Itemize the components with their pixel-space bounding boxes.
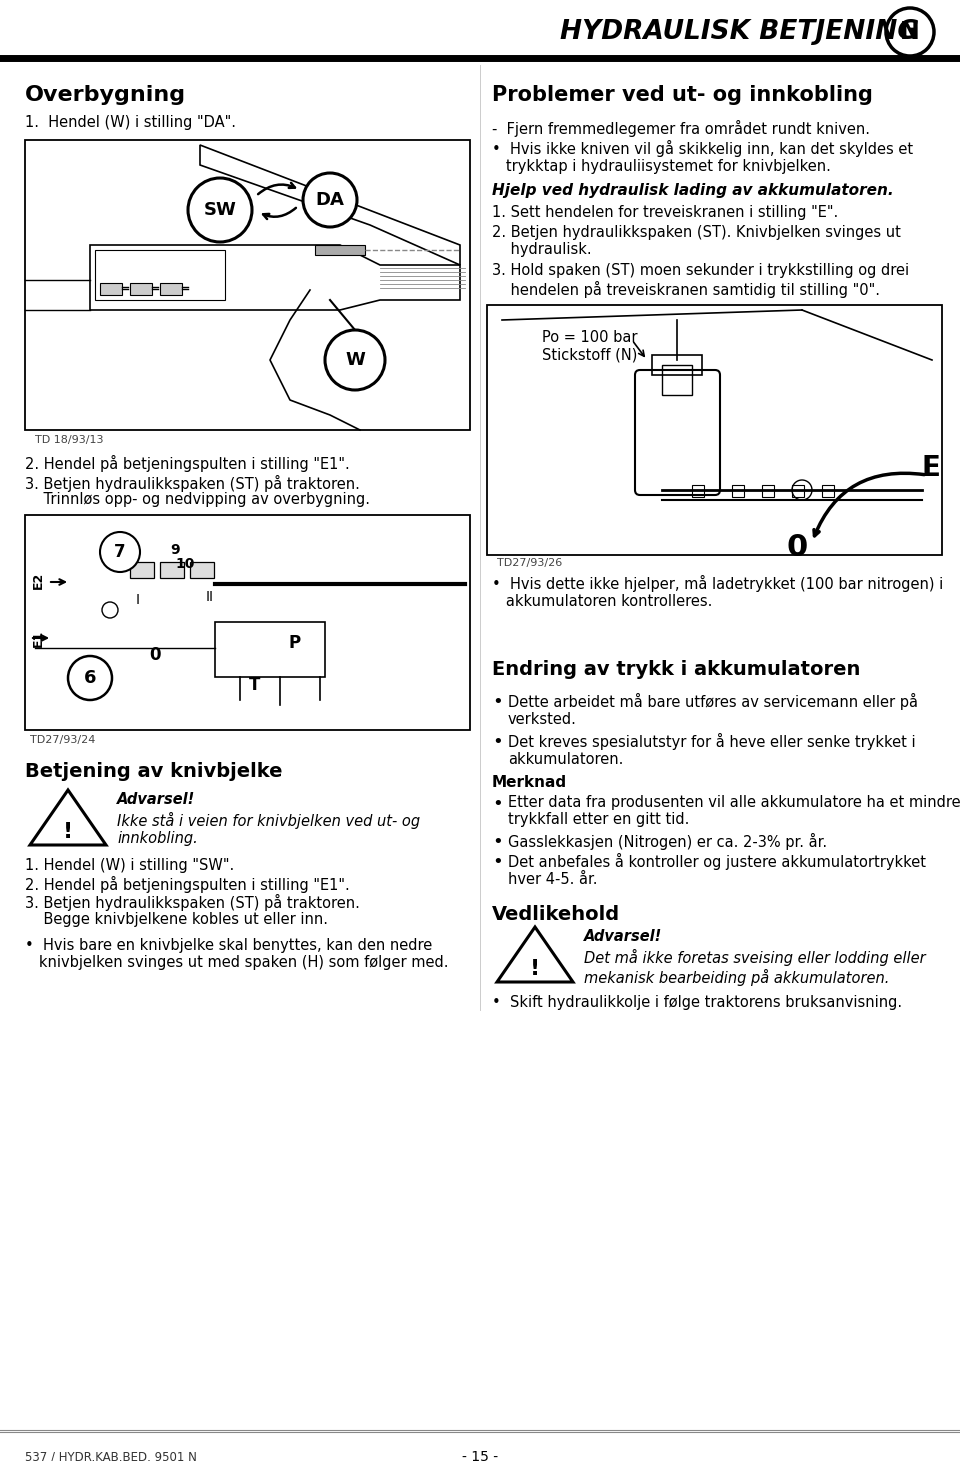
FancyBboxPatch shape: [100, 283, 122, 295]
Text: - 15 -: - 15 -: [462, 1449, 498, 1461]
Text: •  Hvis ikke kniven vil gå skikkelig inn, kan det skyldes et
   trykktap i hydra: • Hvis ikke kniven vil gå skikkelig inn,…: [492, 140, 913, 174]
Text: Ikke stå i veien for knivbjelken ved ut- og
innkobling.: Ikke stå i veien for knivbjelken ved ut-…: [117, 812, 420, 846]
Text: Trinnløs opp- og nedvipping av overbygning.: Trinnløs opp- og nedvipping av overbygni…: [25, 492, 370, 507]
Text: N: N: [900, 20, 920, 44]
Text: •  Hvis bare en knivbjelke skal benyttes, kan den nedre
   knivbjelken svinges u: • Hvis bare en knivbjelke skal benyttes,…: [25, 938, 448, 970]
Text: Po = 100 bar
Stickstoff (N): Po = 100 bar Stickstoff (N): [542, 330, 637, 362]
Text: P: P: [289, 634, 301, 652]
Text: TD27/93/26: TD27/93/26: [497, 558, 563, 568]
Text: W: W: [345, 351, 365, 370]
Text: •: •: [492, 795, 503, 812]
Text: •: •: [492, 853, 503, 871]
FancyBboxPatch shape: [160, 562, 184, 579]
Text: Advarsel!: Advarsel!: [117, 792, 195, 806]
Text: Dette arbeidet må bare utføres av servicemann eller på
verksted.: Dette arbeidet må bare utføres av servic…: [508, 693, 918, 728]
Text: E2: E2: [32, 571, 44, 589]
Text: Endring av trykk i akkumulatoren: Endring av trykk i akkumulatoren: [492, 660, 860, 679]
Text: 2. Betjen hydraulikkspaken (ST). Knivbjelken svinges ut
    hydraulisk.: 2. Betjen hydraulikkspaken (ST). Knivbje…: [492, 225, 900, 257]
Text: !: !: [63, 823, 73, 842]
FancyBboxPatch shape: [130, 562, 154, 579]
Polygon shape: [30, 790, 106, 844]
Text: Etter data fra produsenten vil alle akkumulatore ha et mindre
trykkfall etter en: Etter data fra produsenten vil alle akku…: [508, 795, 960, 827]
Text: Betjening av knivbjelke: Betjening av knivbjelke: [25, 763, 282, 782]
Text: Det kreves spesialutstyr for å heve eller senke trykket i
akkumulatoren.: Det kreves spesialutstyr for å heve elle…: [508, 733, 916, 767]
Text: HYDRAULISK BETJENING: HYDRAULISK BETJENING: [561, 19, 920, 45]
Text: 2. Hendel på betjeningspulten i stilling "E1".: 2. Hendel på betjeningspulten i stilling…: [25, 454, 349, 472]
Text: 3. Betjen hydraulikkspaken (ST) på traktoren.: 3. Betjen hydraulikkspaken (ST) på trakt…: [25, 894, 360, 912]
Circle shape: [102, 602, 118, 618]
Text: 0: 0: [149, 646, 160, 663]
Text: 0: 0: [786, 533, 807, 562]
Text: 1. Sett hendelen for treveiskranen i stilling "E".: 1. Sett hendelen for treveiskranen i sti…: [492, 205, 838, 221]
Text: •  Hvis dette ikke hjelper, må ladetrykket (100 bar nitrogen) i
   akkumulatoren: • Hvis dette ikke hjelper, må ladetrykke…: [492, 576, 944, 609]
Text: •: •: [492, 833, 503, 850]
Text: T: T: [250, 676, 261, 694]
Text: Vedlikehold: Vedlikehold: [492, 904, 620, 923]
Text: !: !: [530, 958, 540, 979]
Text: Problemer ved ut- og innkobling: Problemer ved ut- og innkobling: [492, 85, 873, 105]
Text: Begge knivbjelkene kobles ut eller inn.: Begge knivbjelkene kobles ut eller inn.: [25, 912, 328, 926]
Text: Overbygning: Overbygning: [25, 85, 186, 105]
Text: 9: 9: [170, 543, 180, 557]
Text: -  Fjern fremmedlegemer fra området rundt kniven.: - Fjern fremmedlegemer fra området rundt…: [492, 120, 870, 137]
Circle shape: [68, 656, 112, 700]
Text: •: •: [492, 733, 503, 751]
Text: II: II: [206, 590, 214, 603]
Text: •: •: [492, 693, 503, 712]
Circle shape: [100, 532, 140, 573]
FancyBboxPatch shape: [190, 562, 214, 579]
Circle shape: [325, 330, 385, 390]
Text: I: I: [136, 593, 140, 606]
Circle shape: [188, 178, 252, 243]
Text: Gasslekkasjen (Nitrogen) er ca. 2-3% pr. år.: Gasslekkasjen (Nitrogen) er ca. 2-3% pr.…: [508, 833, 828, 850]
Text: Merknad: Merknad: [492, 774, 567, 790]
Text: 6: 6: [84, 669, 96, 687]
Text: 3. Betjen hydraulikkspaken (ST) på traktoren.: 3. Betjen hydraulikkspaken (ST) på trakt…: [25, 475, 360, 492]
Text: TD27/93/24: TD27/93/24: [30, 735, 95, 745]
FancyBboxPatch shape: [160, 283, 182, 295]
Text: Hjelp ved hydraulisk lading av akkumulatoren.: Hjelp ved hydraulisk lading av akkumulat…: [492, 183, 894, 199]
Text: 10: 10: [176, 557, 195, 571]
Text: 1. Hendel (W) i stilling "SW".: 1. Hendel (W) i stilling "SW".: [25, 858, 234, 874]
Text: TD 18/93/13: TD 18/93/13: [35, 435, 104, 446]
Text: 537 / HYDR.KAB.BED. 9501 N: 537 / HYDR.KAB.BED. 9501 N: [25, 1449, 197, 1461]
Circle shape: [303, 172, 357, 226]
Polygon shape: [497, 926, 573, 982]
Text: •  Skift hydraulikkolje i følge traktorens bruksanvisning.: • Skift hydraulikkolje i følge traktoren…: [492, 995, 902, 1010]
Text: Det anbefales å kontroller og justere akkumulatortrykket
hver 4-5. år.: Det anbefales å kontroller og justere ak…: [508, 853, 926, 887]
Text: SW: SW: [204, 202, 236, 219]
FancyBboxPatch shape: [315, 245, 365, 256]
Text: E: E: [922, 454, 941, 482]
Text: DA: DA: [316, 191, 345, 209]
Text: Det må ikke foretas sveising eller lodding eller
mekanisk bearbeiding på akkumul: Det må ikke foretas sveising eller loddi…: [584, 950, 925, 986]
Text: E1: E1: [32, 630, 44, 647]
Text: 7: 7: [114, 543, 126, 561]
Text: 1.  Hendel (W) i stilling "DA".: 1. Hendel (W) i stilling "DA".: [25, 115, 236, 130]
Text: Advarsel!: Advarsel!: [584, 929, 662, 944]
Text: 3. Hold spaken (ST) moen sekunder i trykkstilling og drei
    hendelen på trevei: 3. Hold spaken (ST) moen sekunder i tryk…: [492, 263, 909, 298]
Text: 2. Hendel på betjeningspulten i stilling "E1".: 2. Hendel på betjeningspulten i stilling…: [25, 877, 349, 893]
FancyBboxPatch shape: [130, 283, 152, 295]
